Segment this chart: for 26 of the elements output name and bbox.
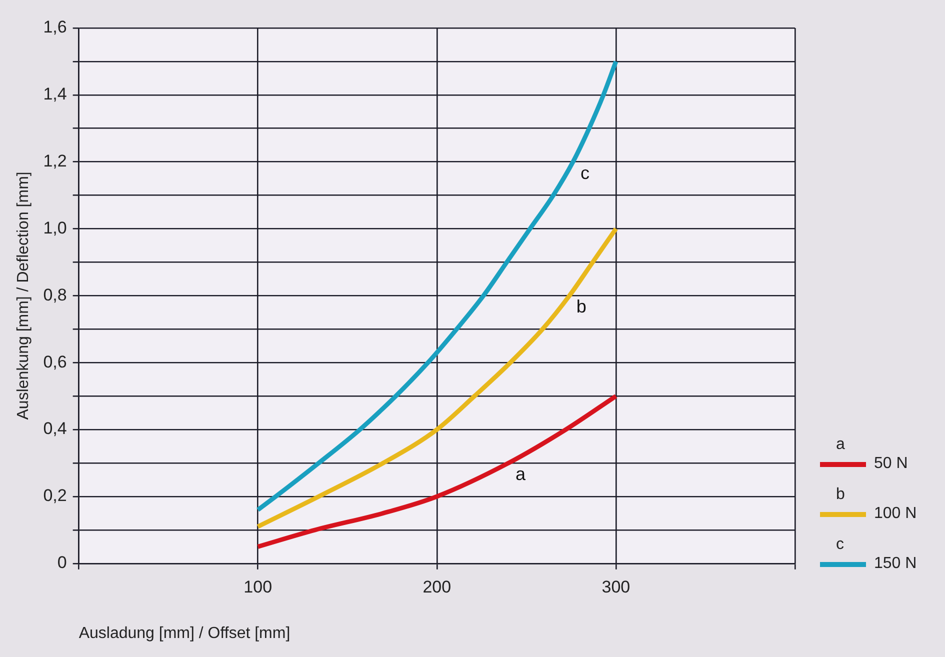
- y-tick-label: 0,8: [43, 285, 67, 304]
- y-tick-label: 0,2: [43, 486, 67, 506]
- y-tick-label: 1,0: [43, 218, 67, 238]
- legend-label: 150 N: [874, 555, 917, 573]
- y-tick-label: 1,6: [43, 18, 67, 37]
- x-tick-label: 200: [422, 577, 452, 596]
- line-series: [256, 394, 618, 549]
- legend-label: 100 N: [874, 505, 917, 523]
- x-axis-title: Ausladung [mm] / Offset [mm]: [78, 624, 290, 642]
- annotation: a: [516, 464, 527, 484]
- text: c: [836, 536, 844, 553]
- text: a: [836, 436, 845, 453]
- y-axis-title: Auslenkung [mm] / Deflection [mm]: [15, 172, 32, 420]
- text: b: [836, 486, 845, 503]
- line-series: [256, 59, 618, 512]
- y-tick-label: 0: [57, 553, 67, 572]
- y-tick-label: 1,4: [43, 84, 67, 104]
- y-tick-label: 0,6: [43, 352, 67, 372]
- x-tick-label: 100: [244, 577, 272, 596]
- x-tick-label: 300: [602, 577, 630, 596]
- annotation: c: [580, 162, 590, 183]
- annotation: b: [576, 296, 586, 317]
- y-tick-label: 1,2: [43, 152, 67, 171]
- y-tick-label: 0,4: [43, 419, 67, 438]
- legend-label: 50 N: [874, 455, 908, 473]
- line-series: [256, 226, 618, 529]
